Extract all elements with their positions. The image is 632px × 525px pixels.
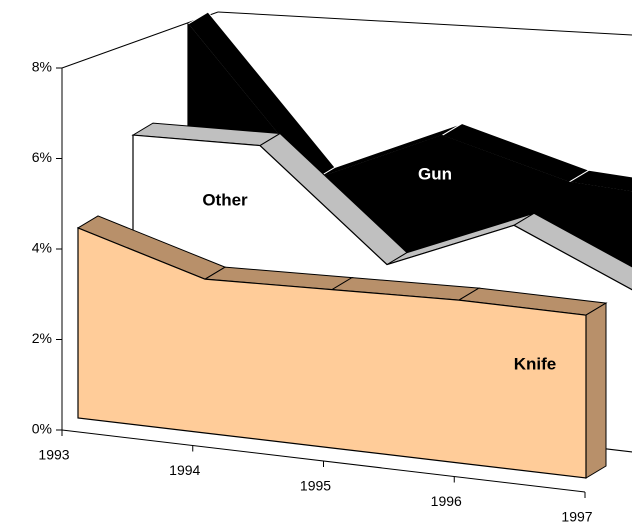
y-tick-label: 6% (32, 149, 52, 165)
area-end (585, 302, 607, 479)
area (77, 227, 587, 479)
y-tick-label: 2% (32, 330, 52, 346)
x-tick-label: 1994 (169, 462, 200, 478)
wall-edge (217, 11, 632, 36)
x-tick-label: 1995 (300, 478, 331, 494)
y-tick-label: 8% (32, 59, 52, 75)
series-label: Other (202, 190, 248, 209)
x-tick-label: 1996 (431, 493, 462, 509)
y-tick-label: 0% (32, 421, 52, 437)
x-tick-label: 1993 (38, 447, 69, 463)
series-label: Knife (514, 354, 557, 373)
x-tick-label: 1997 (561, 509, 592, 525)
y-tick-label: 4% (32, 240, 52, 256)
series-label: Gun (418, 164, 452, 183)
area-ridge (567, 169, 632, 193)
